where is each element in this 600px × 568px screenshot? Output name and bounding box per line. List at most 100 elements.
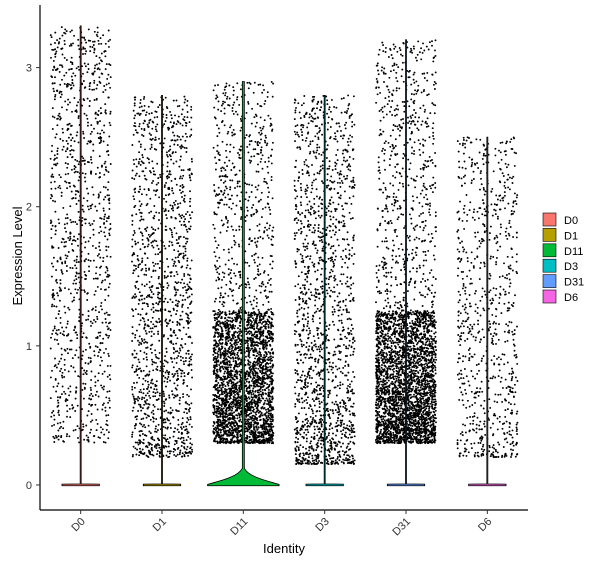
data-point [260,386,263,389]
data-point [172,131,174,134]
data-point [151,360,154,363]
data-point [257,163,259,166]
data-point [138,114,141,116]
data-point [153,439,156,442]
data-point [232,337,235,340]
data-point [172,435,175,438]
data-point [228,390,231,393]
data-point [131,364,134,367]
data-point [154,430,157,433]
data-point [61,78,63,81]
data-point [232,384,235,387]
data-point [83,369,86,372]
data-point [187,364,190,367]
data-point [150,275,153,278]
data-point [143,341,146,344]
data-point [236,356,239,359]
data-point [131,308,134,311]
data-point [139,219,142,222]
data-point [95,390,98,393]
data-point [101,408,104,411]
data-point [167,265,170,268]
data-point [226,361,229,364]
data-point [75,134,78,137]
data-point [221,426,224,428]
data-point [219,351,222,354]
data-point [235,282,238,285]
data-point [59,321,62,324]
data-point [69,232,72,235]
data-point [150,112,153,115]
data-point [181,303,184,306]
data-point [264,134,267,137]
data-point [78,272,80,275]
data-point [175,232,178,235]
data-point [77,199,80,202]
data-point [51,128,54,130]
data-point [66,147,69,150]
data-point [225,329,227,332]
data-point [103,85,106,87]
data-point [164,247,167,250]
data-point [260,372,263,375]
data-point [147,383,150,386]
data-point [93,51,96,54]
data-point [248,264,251,267]
data-point [236,331,239,334]
data-point [150,291,153,293]
data-point [54,233,57,236]
data-point [92,143,95,146]
data-point [261,167,264,170]
data-point [173,329,176,332]
data-point [98,231,101,234]
data-point [216,144,219,147]
data-point [64,349,67,352]
data-point [53,418,56,421]
data-point [176,289,179,291]
data-point [182,236,185,239]
data-point [158,339,161,342]
data-point [157,253,160,256]
data-point [270,392,273,395]
data-point [141,267,144,270]
data-point [97,137,100,139]
data-point [185,357,187,359]
data-point [64,400,67,403]
data-point [86,142,89,145]
data-point [239,200,241,203]
data-point [84,47,86,50]
data-point [174,350,177,353]
data-point [142,135,145,137]
data-point [260,146,263,149]
data-point [131,388,134,391]
data-point [170,207,173,210]
data-point [153,116,156,119]
data-point [152,240,155,243]
data-point [167,419,170,422]
data-point [159,142,162,145]
data-point [52,265,55,268]
data-point [240,413,243,416]
data-point [139,163,142,166]
data-point [217,360,220,363]
data-point [91,244,94,247]
data-point [153,388,156,391]
data-point [158,219,160,221]
data-point [164,355,167,358]
data-point [176,202,179,205]
data-point [247,101,250,103]
data-point [134,441,137,444]
data-point [189,320,192,323]
data-point [247,396,250,399]
data-point [189,287,192,290]
data-point [245,396,248,399]
data-point [69,235,72,238]
data-point [149,170,151,172]
data-point [64,180,67,183]
data-point [134,114,137,117]
data-point [219,294,222,297]
data-point [140,418,143,421]
data-point [215,323,218,326]
data-point [172,151,175,154]
data-point [220,286,223,289]
